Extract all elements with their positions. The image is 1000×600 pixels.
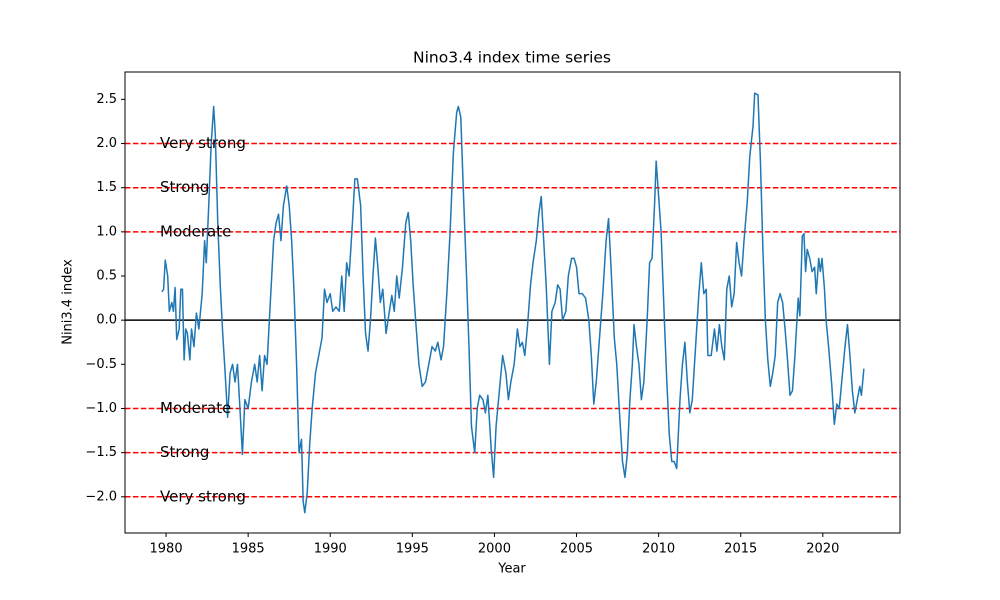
x-tick-label: 2000 [478, 542, 511, 557]
data-line [161, 92, 865, 514]
reference-label: Moderate [160, 399, 231, 417]
x-tick-label: 2005 [560, 542, 593, 557]
y-tick-label: −1.0 [85, 401, 117, 416]
x-tick-label: 1995 [396, 542, 429, 557]
y-tick-label: 1.5 [96, 180, 117, 195]
reference-label: Moderate [160, 222, 231, 240]
x-axis-label: Year [497, 562, 526, 577]
chart-title: Nino3.4 index time series [413, 49, 611, 67]
x-tick-label: 1985 [232, 542, 265, 557]
y-axis-label: Nini3.4 index [61, 259, 76, 345]
y-tick-label: 1.0 [96, 224, 117, 239]
y-tick-label: 2.5 [96, 92, 117, 107]
reference-label: Strong [160, 443, 209, 461]
reference-label: Strong [160, 178, 209, 196]
x-tick-label: 1990 [314, 542, 347, 557]
y-tick-label: 0.5 [96, 269, 117, 284]
y-tick-label: 0.0 [96, 313, 117, 328]
x-tick-label: 2015 [724, 542, 757, 557]
y-tick-label: 2.0 [96, 136, 117, 151]
reference-label: Very strong [160, 134, 246, 152]
x-tick-label: 1980 [150, 542, 183, 557]
x-tick-label: 2020 [806, 542, 839, 557]
plot-frame [124, 71, 901, 534]
y-tick-label: −2.0 [85, 489, 117, 504]
x-tick-label: 2010 [642, 542, 675, 557]
reference-label: Very strong [160, 487, 246, 505]
y-tick-label: −0.5 [85, 357, 117, 372]
y-tick-label: −1.5 [85, 445, 117, 460]
